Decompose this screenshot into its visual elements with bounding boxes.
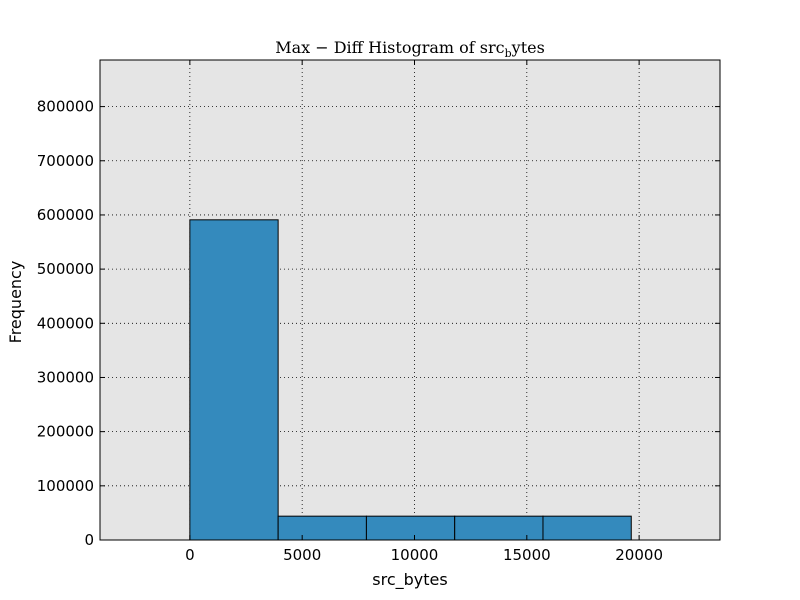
chart-title-suffix: ytes	[511, 38, 545, 57]
y-tick-label: 700000	[37, 152, 94, 170]
histogram-bars	[189, 219, 632, 541]
chart-title-main: Max − Diff Histogram of src	[275, 38, 504, 57]
x-tick-label: 10000	[391, 546, 439, 564]
y-axis-label: Frequency	[6, 261, 25, 344]
y-tick-label: 300000	[37, 368, 94, 386]
x-tick-label: 0	[185, 546, 195, 564]
chart-title-subscript: b	[505, 47, 512, 60]
histogram-bar-1	[189, 219, 279, 541]
x-tick-label: 15000	[503, 546, 551, 564]
x-tick-label: 5000	[283, 546, 321, 564]
x-axis-label: src_bytes	[372, 570, 447, 590]
histogram-bar-4	[454, 515, 544, 541]
histogram-bar-5	[542, 515, 632, 541]
x-tick-label: 20000	[615, 546, 663, 564]
plot-frame	[99, 59, 721, 541]
y-tick-label: 200000	[37, 423, 94, 441]
y-tick-label: 100000	[37, 477, 94, 495]
y-tick-label: 600000	[37, 206, 94, 224]
y-tick-label: 500000	[37, 260, 94, 278]
histogram-bar-3	[365, 515, 456, 541]
grid-lines	[100, 60, 720, 540]
chart-title: Max − Diff Histogram of srcbytes	[275, 38, 545, 60]
y-tick-label: 0	[84, 531, 94, 549]
axis-ticks: 0 5000 10000 15000 2000001000002000003000004…	[37, 60, 720, 564]
histogram-bar-2	[277, 515, 367, 541]
y-tick-label: 800000	[37, 98, 94, 116]
y-tick-label: 400000	[37, 314, 94, 332]
